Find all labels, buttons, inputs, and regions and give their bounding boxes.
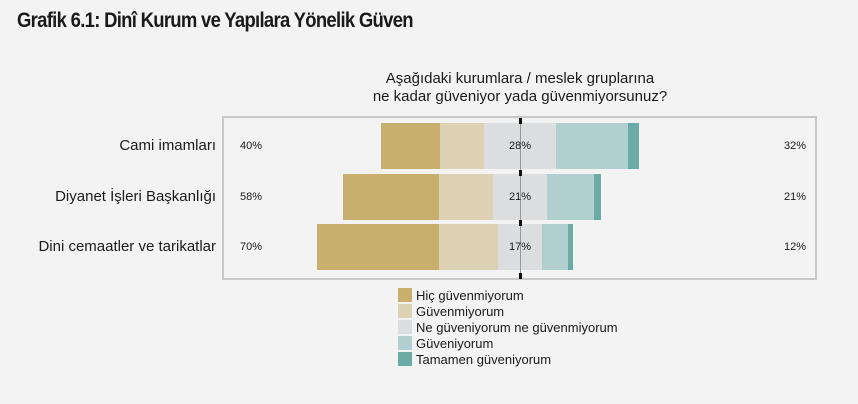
plot-frame (222, 116, 817, 280)
label-right: 32% (784, 140, 807, 152)
bar-segment-3 (492, 174, 548, 220)
bar-segment-3 (498, 224, 542, 270)
bar-segment-2 (438, 224, 499, 270)
axis-tick (519, 118, 522, 124)
legend-label: Hiç güvenmiyorum (416, 287, 524, 303)
label-center: 21% (509, 191, 532, 203)
bar-segment-2 (438, 174, 493, 220)
bar-segment-4 (547, 174, 594, 220)
bar-segment-1 (317, 224, 439, 270)
chart-title: Grafik 6.1: Dinî Kurum ve Yapılara Yönel… (17, 9, 414, 32)
legend-item: Ne güveniyorum ne güvenmiyorum (398, 319, 618, 335)
legend-label: Tamamen güveniyorum (416, 351, 552, 367)
bar-segment-4 (556, 123, 629, 169)
bar-segment-1 (380, 123, 440, 169)
chart-question: Aşağıdaki kurumlara / meslek gruplarına … (300, 70, 740, 106)
bar-segment-5 (628, 123, 639, 169)
label-left: 70% (240, 241, 263, 253)
legend-swatch (398, 352, 412, 366)
bar-segment-4 (541, 224, 568, 270)
label-center: 28% (509, 140, 532, 152)
label-right: 12% (784, 241, 807, 253)
label-center: 17% (509, 241, 532, 253)
axis-tick (519, 220, 522, 226)
legend-swatch (398, 320, 412, 334)
category-label: Cami imamları (119, 137, 216, 154)
legend-label: Ne güveniyorum ne güvenmiyorum (416, 319, 618, 335)
axis-tick (519, 170, 522, 176)
question-line-2: ne kadar güveniyor yada güvenmiyorsunuz? (372, 88, 668, 105)
legend-swatch (398, 304, 412, 318)
legend-item: Güveniyorum (398, 335, 618, 351)
legend-item: Hiç güvenmiyorum (398, 287, 618, 303)
bar-segment-5 (567, 224, 573, 270)
center-axis (520, 118, 521, 278)
legend-label: Güvenmiyorum (416, 303, 505, 319)
legend-item: Güvenmiyorum (398, 303, 618, 319)
label-right: 21% (784, 191, 807, 203)
bar-segment-2 (440, 123, 484, 169)
axis-tick (519, 273, 522, 279)
label-left: 40% (240, 140, 263, 152)
category-label: Dini cemaatler ve tarikatlar (38, 238, 216, 255)
legend-swatch (398, 288, 412, 302)
bar-segment-3 (483, 123, 557, 169)
category-label: Diyanet İşleri Başkanlığı (55, 188, 216, 205)
question-line-1: Aşağıdaki kurumlara / meslek gruplarına (385, 70, 655, 87)
legend-item: Tamamen güveniyorum (398, 351, 618, 367)
legend-label: Güveniyorum (416, 335, 494, 351)
label-left: 58% (240, 191, 263, 203)
legend: Hiç güvenmiyorum Güvenmiyorum Ne güveniyor… (398, 287, 618, 367)
bar-segment-1 (343, 174, 439, 220)
legend-swatch (398, 336, 412, 350)
bar-segment-5 (593, 174, 602, 220)
